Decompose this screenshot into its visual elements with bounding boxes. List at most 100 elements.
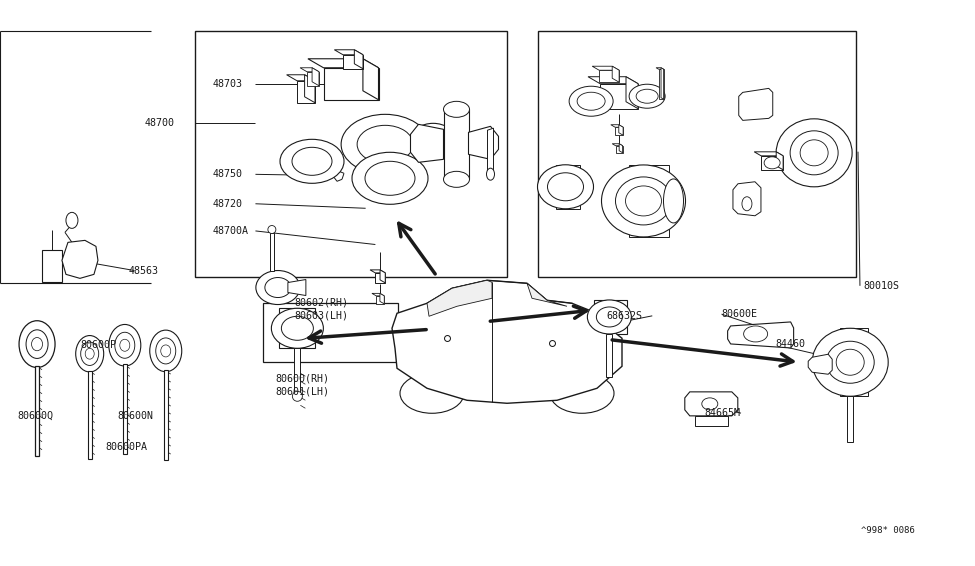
Text: 80601(LH): 80601(LH) [275, 387, 329, 397]
Polygon shape [343, 55, 363, 68]
Text: 48750: 48750 [213, 169, 243, 179]
Ellipse shape [550, 374, 614, 413]
Text: 48563: 48563 [129, 265, 159, 276]
Text: 80603(LH): 80603(LH) [294, 311, 348, 321]
Polygon shape [612, 66, 619, 82]
Polygon shape [808, 354, 833, 374]
Bar [263, 303, 398, 362]
Polygon shape [847, 396, 853, 442]
Ellipse shape [615, 177, 672, 225]
Ellipse shape [150, 330, 181, 372]
Polygon shape [410, 125, 444, 162]
Ellipse shape [569, 86, 613, 116]
Polygon shape [427, 280, 492, 316]
Bar [538, 31, 856, 277]
Polygon shape [288, 280, 306, 295]
Ellipse shape [292, 147, 332, 175]
Bar [195, 31, 507, 277]
Ellipse shape [577, 92, 605, 110]
Ellipse shape [411, 123, 455, 155]
Polygon shape [375, 273, 385, 283]
Polygon shape [588, 77, 638, 84]
Polygon shape [619, 144, 623, 153]
Ellipse shape [81, 342, 98, 366]
Polygon shape [308, 59, 378, 68]
Ellipse shape [66, 212, 78, 228]
Polygon shape [380, 293, 384, 304]
Polygon shape [615, 127, 623, 135]
Ellipse shape [744, 326, 767, 342]
Ellipse shape [161, 345, 171, 357]
Ellipse shape [156, 338, 176, 364]
Polygon shape [123, 365, 127, 454]
Text: ^998* 0086: ^998* 0086 [861, 526, 915, 535]
Ellipse shape [352, 152, 428, 204]
Text: 48720: 48720 [213, 199, 243, 209]
Ellipse shape [280, 139, 344, 183]
Text: 48703: 48703 [213, 79, 243, 89]
Text: 80600N: 80600N [117, 411, 153, 421]
Ellipse shape [76, 336, 103, 372]
Polygon shape [776, 152, 783, 170]
Polygon shape [270, 233, 274, 271]
Ellipse shape [357, 125, 413, 164]
Polygon shape [363, 59, 378, 100]
Polygon shape [656, 68, 664, 69]
Text: 48700A: 48700A [213, 226, 249, 236]
Ellipse shape [255, 271, 300, 305]
Ellipse shape [636, 89, 658, 103]
Polygon shape [619, 125, 623, 135]
Text: 80600PA: 80600PA [105, 442, 147, 452]
Ellipse shape [826, 341, 875, 383]
Polygon shape [287, 75, 315, 81]
Polygon shape [334, 50, 363, 55]
Text: 80600(RH): 80600(RH) [275, 373, 329, 383]
Ellipse shape [292, 391, 302, 401]
Text: 84460: 84460 [775, 339, 805, 349]
Ellipse shape [664, 179, 683, 223]
Ellipse shape [282, 316, 313, 340]
Polygon shape [297, 81, 315, 103]
Ellipse shape [629, 84, 665, 108]
Polygon shape [761, 156, 783, 170]
Text: 80602(RH): 80602(RH) [294, 298, 348, 308]
Polygon shape [370, 270, 385, 273]
Polygon shape [661, 68, 664, 99]
Ellipse shape [120, 339, 130, 351]
Polygon shape [88, 371, 92, 458]
Ellipse shape [742, 197, 752, 211]
Ellipse shape [341, 114, 429, 174]
Ellipse shape [268, 225, 276, 234]
Text: 80600P: 80600P [80, 340, 116, 350]
Ellipse shape [548, 173, 583, 201]
Polygon shape [595, 300, 627, 334]
Ellipse shape [420, 130, 447, 148]
Ellipse shape [602, 165, 685, 237]
Ellipse shape [487, 168, 494, 180]
Polygon shape [354, 50, 363, 68]
Text: 80600E: 80600E [722, 309, 758, 319]
Polygon shape [840, 328, 868, 396]
Text: 84665M: 84665M [704, 408, 740, 418]
Polygon shape [488, 128, 493, 172]
Ellipse shape [626, 186, 661, 216]
Ellipse shape [26, 330, 48, 358]
Polygon shape [606, 334, 612, 377]
Ellipse shape [587, 300, 632, 334]
Polygon shape [684, 392, 738, 416]
Ellipse shape [20, 321, 55, 367]
Text: 80010S: 80010S [863, 281, 899, 291]
Ellipse shape [776, 119, 852, 187]
Polygon shape [610, 125, 623, 127]
Ellipse shape [800, 140, 828, 166]
Ellipse shape [790, 131, 838, 175]
Polygon shape [556, 165, 579, 209]
Polygon shape [599, 70, 619, 82]
Polygon shape [300, 68, 319, 72]
Ellipse shape [271, 308, 324, 348]
Ellipse shape [702, 398, 718, 410]
Text: 48700: 48700 [144, 118, 175, 128]
Polygon shape [615, 145, 623, 153]
Ellipse shape [265, 277, 291, 298]
Ellipse shape [365, 161, 415, 195]
